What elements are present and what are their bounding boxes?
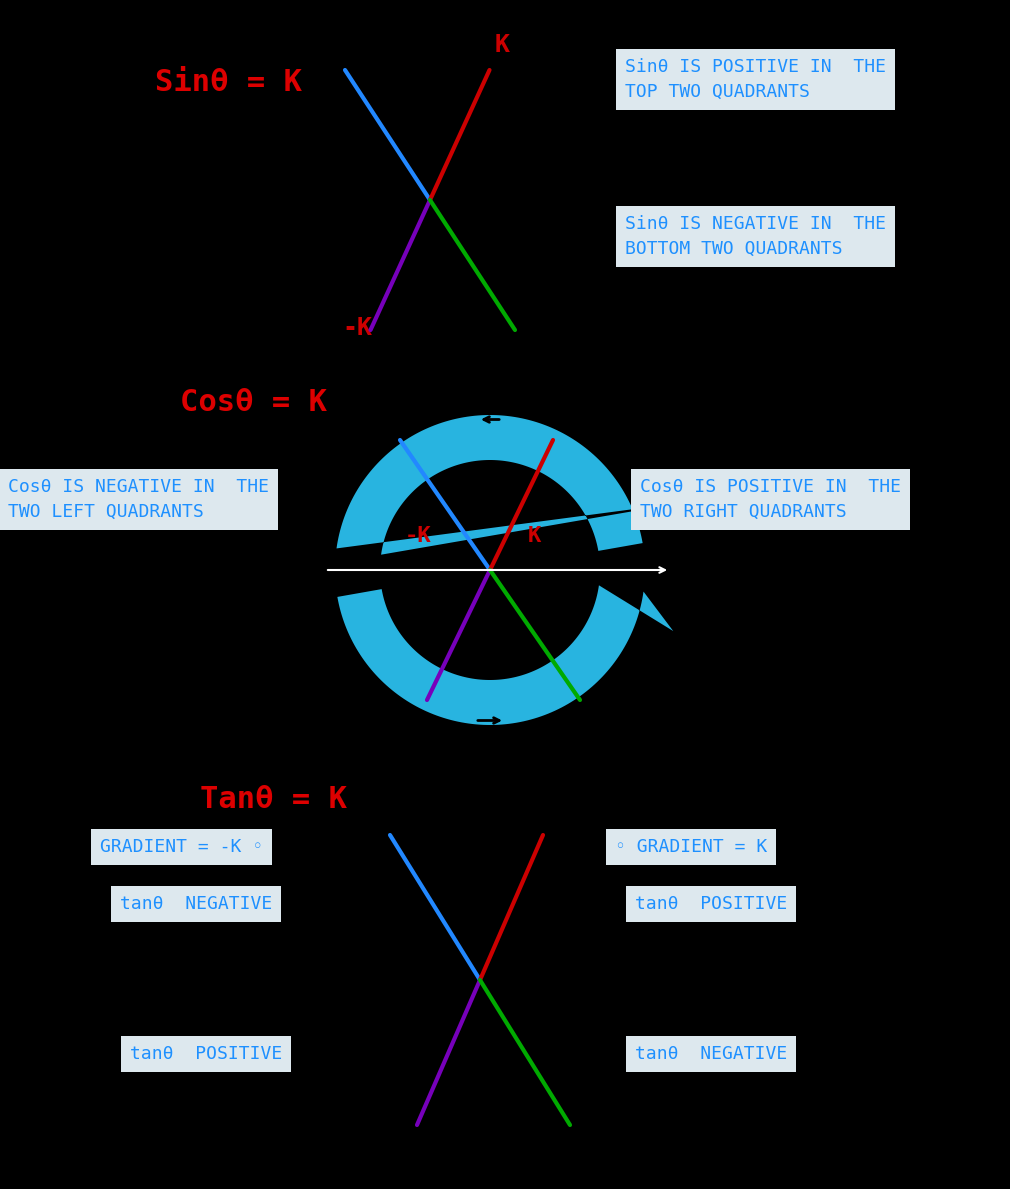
Polygon shape [336,415,683,555]
Text: K: K [528,526,541,546]
Text: tanθ  NEGATIVE: tanθ NEGATIVE [635,1045,787,1063]
Text: ◦ GRADIENT = K: ◦ GRADIENT = K [615,838,768,856]
Text: Tanθ = K: Tanθ = K [200,785,347,814]
Text: Sinθ = K: Sinθ = K [155,68,302,97]
Text: Cosθ IS NEGATIVE IN  THE
TWO LEFT QUADRANTS: Cosθ IS NEGATIVE IN THE TWO LEFT QUADRAN… [8,478,269,521]
Text: GRADIENT = -K ◦: GRADIENT = -K ◦ [100,838,264,856]
Text: Sinθ IS NEGATIVE IN  THE
BOTTOM TWO QUADRANTS: Sinθ IS NEGATIVE IN THE BOTTOM TWO QUADR… [625,215,886,258]
Text: tanθ  NEGATIVE: tanθ NEGATIVE [120,895,273,913]
Text: Cosθ IS POSITIVE IN  THE
TWO RIGHT QUADRANTS: Cosθ IS POSITIVE IN THE TWO RIGHT QUADRA… [640,478,901,521]
Text: K: K [495,33,509,57]
Polygon shape [337,585,674,725]
Text: -K: -K [342,316,373,340]
Text: tanθ  POSITIVE: tanθ POSITIVE [130,1045,282,1063]
Text: tanθ  POSITIVE: tanθ POSITIVE [635,895,787,913]
Text: Cosθ = K: Cosθ = K [180,388,327,417]
Text: -K: -K [405,526,431,546]
Text: Sinθ IS POSITIVE IN  THE
TOP TWO QUADRANTS: Sinθ IS POSITIVE IN THE TOP TWO QUADRANT… [625,58,886,101]
